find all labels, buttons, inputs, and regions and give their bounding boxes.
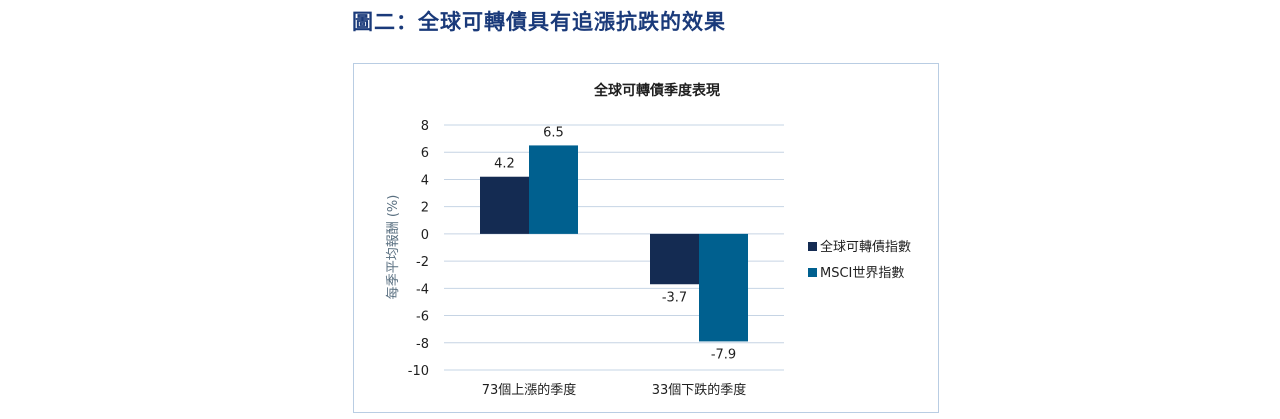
bar — [480, 176, 529, 234]
bar — [699, 233, 748, 342]
y-axis-label: 每季平均報酬 (%) — [385, 195, 401, 300]
x-category-label: 73個上漲的季度 — [482, 382, 577, 398]
x-category-label: 33個下跌的季度 — [652, 382, 747, 398]
data-label: -3.7 — [662, 290, 687, 305]
y-tick-label: -10 — [408, 364, 429, 379]
y-tick-label: 8 — [421, 119, 429, 134]
legend-label: 全球可轉債指數 — [820, 239, 911, 255]
chart-frame: 全球可轉債季度表現 8 6 4 2 0 -2 -4 -6 -8 -10 每季平均報酬 (%) 4.2 6.… — [353, 63, 939, 413]
y-tick-label: 6 — [421, 146, 429, 161]
y-tick-label: -2 — [416, 255, 429, 270]
y-tick-label: -4 — [416, 282, 429, 297]
legend-label: MSCI世界指數 — [820, 266, 904, 281]
chart-title: 全球可轉債季度表現 — [593, 82, 720, 99]
data-label: 4.2 — [494, 157, 515, 172]
bar — [650, 233, 699, 285]
y-tick-label: 0 — [421, 228, 429, 243]
bar — [529, 145, 578, 234]
y-tick-label: -8 — [416, 337, 429, 352]
y-tick-label: 2 — [421, 201, 429, 216]
data-label: -7.9 — [711, 347, 736, 362]
data-label: 6.5 — [543, 125, 564, 140]
legend-swatch — [808, 242, 817, 251]
y-tick-label: -6 — [416, 310, 429, 325]
legend-swatch — [808, 268, 817, 277]
y-tick-label: 4 — [421, 173, 429, 188]
bar-chart: 全球可轉債季度表現 8 6 4 2 0 -2 -4 -6 -8 -10 每季平均報酬 (%) 4.2 6.… — [385, 82, 911, 398]
figure-title: 圖二：全球可轉債具有追漲抗跌的效果 — [352, 10, 726, 34]
